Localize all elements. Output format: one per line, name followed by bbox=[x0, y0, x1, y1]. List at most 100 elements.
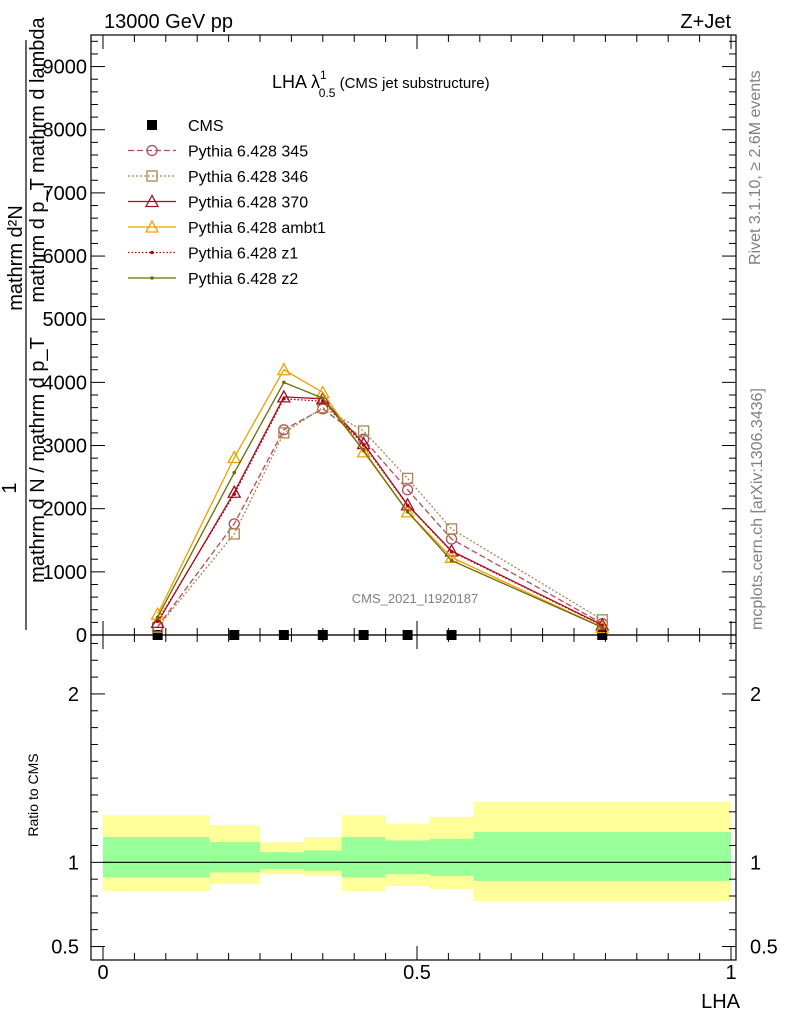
header-right: Z+Jet bbox=[680, 11, 731, 33]
data-point bbox=[282, 396, 286, 401]
series-line bbox=[157, 408, 603, 628]
legend-marker bbox=[144, 194, 160, 208]
ratio-y-tick-label: 1 bbox=[68, 852, 79, 874]
uncertainty-band-inner bbox=[260, 852, 304, 870]
y-tick-label: 8000 bbox=[43, 120, 88, 142]
y-label-denominator-top: mathrm d p_T mathrm d lambda bbox=[27, 16, 49, 302]
data-point bbox=[315, 391, 330, 405]
legend-label: Pythia 6.428 346 bbox=[188, 169, 308, 186]
ratio-plot-frame bbox=[90, 634, 737, 961]
legend-entry: Pythia 6.428 z2 bbox=[128, 271, 298, 288]
uncertainty-band-inner bbox=[209, 842, 260, 873]
series-6 bbox=[155, 380, 605, 630]
legend-marker bbox=[144, 219, 160, 233]
y-tick-label: 1000 bbox=[43, 562, 88, 584]
legend-entry: Pythia 6.428 345 bbox=[128, 144, 308, 161]
uncertainty-band-inner bbox=[473, 832, 731, 881]
analysis-watermark: CMS_2021_I1920187 bbox=[352, 591, 479, 606]
data-point bbox=[356, 444, 371, 458]
data-point bbox=[357, 425, 370, 437]
data-point bbox=[232, 492, 237, 496]
legend-label: CMS bbox=[188, 118, 224, 135]
data-point bbox=[321, 399, 325, 404]
ratio-y-tick-label-right: 2 bbox=[750, 684, 761, 706]
data-point bbox=[401, 472, 414, 485]
data-point bbox=[405, 503, 410, 508]
uncertainty-band-inner bbox=[429, 838, 474, 876]
uncertainty-band-inner bbox=[341, 837, 386, 878]
y-tick-label: 4000 bbox=[43, 372, 88, 394]
data-point bbox=[150, 606, 165, 620]
legend: CMS Pythia 6.428 345 Pythia 6.428 346 Pythi… bbox=[128, 118, 326, 288]
legend-marker bbox=[150, 276, 154, 280]
y-tick-label: 7000 bbox=[43, 183, 88, 205]
legend-label: Pythia 6.428 z1 bbox=[188, 246, 298, 263]
series-line bbox=[157, 381, 603, 628]
data-point bbox=[361, 443, 366, 447]
data-point bbox=[155, 615, 160, 620]
uncertainty-band-inner bbox=[103, 837, 210, 878]
data-point bbox=[400, 504, 415, 518]
x-tick-label: 0.5 bbox=[403, 962, 431, 984]
y-tick-label: 6000 bbox=[43, 246, 88, 268]
legend-entry: Pythia 6.428 z1 bbox=[128, 246, 298, 263]
series-line bbox=[157, 368, 603, 628]
y-label-numerator: mathrm d²N bbox=[5, 205, 27, 311]
x-tick-label: 0 bbox=[97, 962, 108, 984]
data-point bbox=[356, 436, 371, 450]
legend-label: Pythia 6.428 z2 bbox=[188, 271, 298, 288]
ratio-plot-area bbox=[103, 801, 731, 902]
ratio-y-tick-label: 0.5 bbox=[51, 937, 79, 959]
legend-entry: CMS bbox=[147, 118, 224, 135]
uncertainty-band-inner bbox=[385, 840, 430, 875]
y-tick-label: 3000 bbox=[43, 436, 88, 458]
data-point bbox=[282, 380, 286, 385]
data-point bbox=[232, 470, 237, 475]
data-point bbox=[228, 528, 240, 540]
data-point bbox=[449, 558, 454, 563]
y-tick-label: 0 bbox=[76, 625, 87, 647]
data-point bbox=[361, 448, 366, 453]
data-point bbox=[600, 625, 605, 630]
data-point bbox=[445, 523, 458, 535]
legend-label: Pythia 6.428 ambt1 bbox=[188, 220, 326, 237]
legend-marker bbox=[150, 250, 154, 255]
legend-label: Pythia 6.428 345 bbox=[188, 144, 308, 161]
main-y-axis-label: 1 mathrm d²N mathrm d p_T mathrm d lambd… bbox=[0, 16, 49, 630]
data-point bbox=[595, 620, 610, 634]
main-plot-marks bbox=[150, 362, 610, 640]
y-tick-label: 5000 bbox=[43, 309, 88, 331]
data-point bbox=[276, 362, 291, 376]
y-tick-label: 9000 bbox=[43, 57, 88, 79]
rivet-label: Rivet 3.1.10, ≥ 2.6M events bbox=[747, 70, 764, 265]
x-tick-label: 1 bbox=[725, 962, 736, 984]
x-axis-label: LHA bbox=[701, 991, 741, 1013]
data-point bbox=[227, 450, 242, 464]
data-point bbox=[155, 619, 160, 623]
data-point bbox=[444, 543, 459, 557]
legend-entry: Pythia 6.428 370 bbox=[128, 194, 308, 212]
ratio-axis-ticks: 0.5 0.5 1 1 2 2 0 0.5 1 bbox=[51, 635, 778, 984]
uncertainty-band-inner bbox=[303, 850, 342, 871]
header-left: 13000 GeV pp bbox=[104, 11, 233, 33]
main-plot-title: LHA λ1 0.5 (CMS jet substructure) bbox=[272, 68, 490, 100]
data-point bbox=[227, 484, 242, 498]
ratio-y-tick-label: 2 bbox=[68, 684, 79, 706]
data-point bbox=[400, 497, 415, 511]
legend-entry: Pythia 6.428 346 bbox=[128, 169, 308, 186]
y-label-denominator-bottom: mathrm d N / mathrm d p_T bbox=[27, 337, 49, 583]
ratio-y-axis-label: Ratio to CMS bbox=[25, 753, 41, 836]
data-point bbox=[321, 396, 325, 400]
legend-entry: Pythia 6.428 ambt1 bbox=[128, 219, 326, 237]
mcplots-label: mcplots.cern.ch [arXiv:1306.3436] bbox=[749, 388, 766, 630]
main-axis-ticks: 0 1000 2000 3000 4000 5000 6000 7000 8000 9000 bbox=[43, 35, 736, 647]
ratio-y-tick-label-right: 0.5 bbox=[750, 937, 778, 959]
data-point bbox=[401, 484, 414, 496]
data-point bbox=[405, 510, 410, 514]
data-point bbox=[449, 549, 454, 554]
data-point bbox=[150, 615, 165, 629]
ratio-y-tick-label-right: 1 bbox=[750, 852, 761, 874]
y-tick-label: 2000 bbox=[43, 499, 88, 521]
data-point bbox=[276, 389, 291, 403]
